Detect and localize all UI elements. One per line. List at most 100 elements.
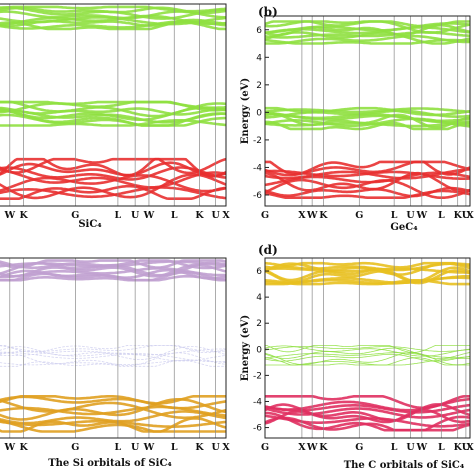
band-curve: [265, 261, 470, 269]
band-curve: [265, 171, 470, 193]
band-curve: [0, 419, 226, 433]
y-tick-label: 6: [256, 267, 262, 277]
k-point-label: U: [406, 210, 415, 221]
plot-frame: [0, 257, 227, 439]
plot-frame: [264, 257, 471, 439]
y-tick-label: -6: [253, 191, 262, 201]
band-curve: [0, 100, 226, 109]
band-curve: [265, 352, 470, 366]
k-point-label: X: [222, 442, 230, 453]
band-curve: [0, 410, 226, 425]
k-point-label: G: [261, 210, 269, 221]
y-tick-label: -6: [253, 424, 262, 434]
k-point-label: L: [391, 442, 398, 453]
y-tick-label: -2: [253, 136, 262, 146]
band-curve: [0, 5, 226, 13]
band-curve: [265, 168, 470, 180]
k-point-label: W: [415, 442, 427, 453]
band-curve: [0, 184, 226, 200]
k-point-label: G: [71, 442, 79, 453]
y-tick-label: -2: [253, 371, 262, 381]
k-point-label: X: [298, 442, 306, 453]
band-curve: [265, 269, 470, 285]
band-curve: [0, 259, 226, 270]
band-curve: [0, 168, 226, 189]
band-curve: [0, 398, 226, 421]
kpath-lines: [9, 258, 216, 438]
k-point-label: X: [466, 442, 474, 453]
y-tick-label: -4: [253, 397, 262, 407]
k-point-label: U: [212, 442, 221, 453]
band-curve: [265, 160, 470, 176]
band-curve: [0, 359, 226, 366]
k-point-label: U: [462, 442, 471, 453]
k-point-label: K: [19, 210, 28, 221]
band-curve: [265, 106, 470, 117]
k-point-label: L: [438, 442, 445, 453]
kpath-lines: [301, 16, 467, 206]
panel-label: (b): [258, 5, 278, 19]
band-curve: [0, 395, 226, 405]
k-point-label: U: [406, 442, 415, 453]
k-labels: G X W K G L U W L K UX: [261, 210, 474, 221]
panel-title: GeC₄: [390, 222, 418, 233]
band-curve: [265, 395, 470, 410]
bands-layer: [0, 5, 226, 200]
panel-title: The Si orbitals of SiC₄: [48, 458, 172, 469]
band-curve: [0, 345, 226, 352]
bands-layer: [265, 261, 470, 432]
y-tick-label: 6: [256, 26, 262, 36]
k-point-label: W: [3, 210, 15, 221]
band-curve: [0, 348, 226, 356]
band-curve: [265, 20, 470, 28]
band-curve: [0, 345, 226, 353]
band-curve: [0, 275, 226, 282]
k-point-label: X: [298, 210, 306, 221]
band-curve: [0, 100, 226, 118]
k-point-label: K: [319, 442, 328, 453]
band-curve: [265, 411, 470, 432]
band-curve: [0, 405, 226, 417]
band-curve: [265, 345, 470, 353]
k-point-label: W: [306, 442, 318, 453]
k-point-label: G: [71, 210, 79, 221]
y-ticks: -6 -4 -2 0 2 4 6: [253, 267, 269, 434]
band-curve: [0, 173, 226, 200]
band-curve: [265, 346, 470, 352]
plot-frame: [0, 3, 227, 207]
band-curve: [265, 107, 470, 114]
band-curve: [265, 112, 470, 129]
band-curve: [265, 279, 470, 286]
band-curve: [265, 345, 470, 357]
k-point-label: G: [355, 442, 363, 453]
k-point-label: L: [391, 210, 398, 221]
k-point-label: U: [131, 442, 140, 453]
panel-title: SiC₄: [78, 219, 102, 230]
y-axis-label: Energy (eV): [240, 78, 251, 144]
band-curve: [0, 259, 226, 269]
band-curve: [265, 353, 470, 362]
k-point-label: W: [143, 442, 155, 453]
band-curve: [0, 267, 226, 279]
k-point-label: L: [438, 210, 445, 221]
k-point-label: L: [171, 210, 178, 221]
k-point-label: W: [143, 210, 155, 221]
k-point-label: K: [195, 210, 204, 221]
k-point-label: L: [115, 442, 122, 453]
band-curve: [265, 120, 470, 131]
y-tick-label: -4: [253, 163, 262, 173]
band-curve: [0, 359, 226, 367]
band-curve: [0, 157, 226, 178]
kpath-lines: [301, 258, 467, 438]
y-tick-label: 2: [256, 81, 262, 91]
y-tick-label: 0: [256, 345, 262, 355]
k-point-label: K: [19, 442, 28, 453]
plot-frame: [264, 15, 471, 207]
k-point-label: W: [415, 210, 427, 221]
band-curve: [0, 345, 226, 360]
